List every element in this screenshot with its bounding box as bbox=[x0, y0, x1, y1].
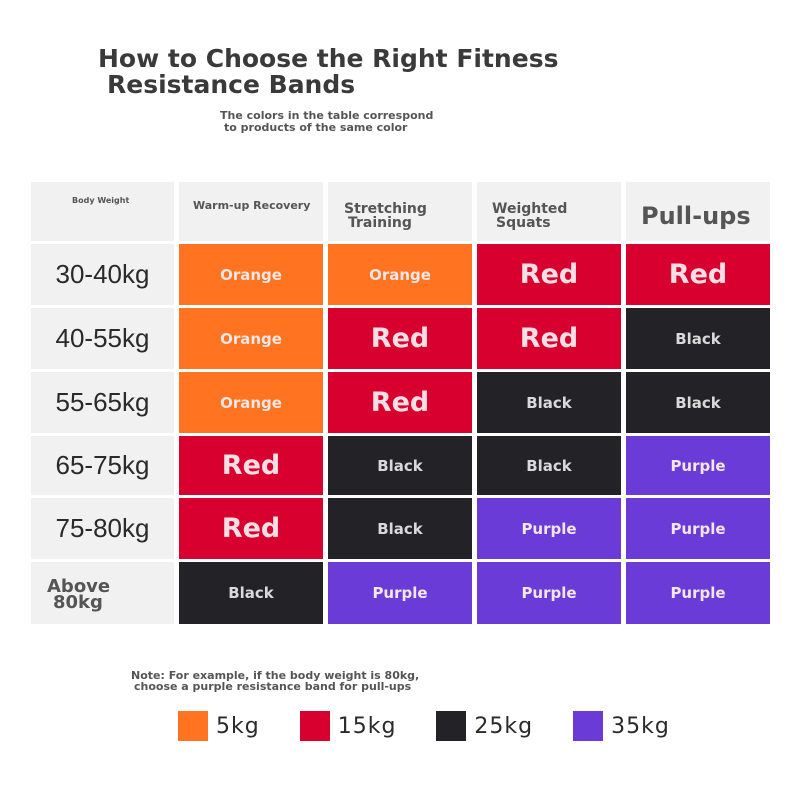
legend: 5kg 15kg 25kg 35kg bbox=[178, 711, 710, 741]
band-cell: Purple bbox=[626, 562, 770, 624]
band-cell: Orange bbox=[328, 244, 472, 305]
band-label: Purple bbox=[670, 456, 726, 475]
weight-cell: 75-80kg bbox=[31, 498, 174, 559]
header-warm-up-recovery: Warm-up Recovery bbox=[179, 182, 323, 241]
legend-label: 5kg bbox=[216, 713, 260, 739]
weight-cell: 55-65kg bbox=[31, 372, 174, 433]
band-cell: Red bbox=[179, 498, 323, 559]
header-label: Warm-up Recovery bbox=[193, 199, 311, 212]
header-label-line-2: Squats bbox=[496, 215, 551, 231]
legend-swatch bbox=[573, 711, 604, 741]
header-label-line-2: Training bbox=[348, 215, 412, 231]
band-label: Black bbox=[526, 393, 572, 412]
weight-cell: 65-75kg bbox=[31, 436, 174, 495]
subtitle-line-2: to products of the same color bbox=[224, 121, 408, 134]
header-label: Stretching bbox=[344, 201, 427, 217]
band-cell: Red bbox=[477, 308, 621, 369]
band-label: Purple bbox=[521, 584, 577, 602]
legend-item-35kg: 35kg bbox=[573, 711, 670, 741]
note-line-2: choose a purple resistance band for pull… bbox=[134, 680, 412, 693]
band-label: Purple bbox=[670, 584, 726, 602]
band-label: Black bbox=[228, 584, 274, 602]
title-line-2: Resistance Bands bbox=[107, 70, 356, 99]
band-cell: Black bbox=[328, 436, 472, 495]
band-cell: Purple bbox=[477, 498, 621, 559]
band-cell: Black bbox=[328, 498, 472, 559]
page-title: How to Choose the Right Fitness Resistan… bbox=[98, 46, 718, 98]
header-label: Body Weight bbox=[72, 196, 130, 205]
band-label: Orange bbox=[220, 329, 282, 348]
header-label: Pull-ups bbox=[641, 201, 751, 230]
band-cell: Black bbox=[626, 372, 770, 433]
weight-cell: 40-55kg bbox=[31, 308, 174, 369]
band-cell: Red bbox=[477, 244, 621, 305]
weight-cell: Above 80kg bbox=[31, 562, 174, 624]
band-label: Orange bbox=[220, 393, 282, 412]
band-cell: Purple bbox=[626, 436, 770, 495]
legend-item-5kg: 5kg bbox=[178, 711, 260, 741]
band-cell: Red bbox=[328, 372, 472, 433]
band-label: Orange bbox=[220, 265, 282, 284]
band-label: Purple bbox=[670, 519, 726, 538]
weight-label-line-2: 80kg bbox=[53, 592, 103, 613]
band-cell: Black bbox=[626, 308, 770, 369]
legend-label: 35kg bbox=[611, 713, 670, 739]
band-label: Red bbox=[221, 513, 281, 544]
subtitle-line-1: The colors in the table correspond bbox=[220, 109, 434, 122]
band-label: Orange bbox=[369, 265, 431, 284]
band-label: Red bbox=[519, 259, 579, 290]
band-label: Red bbox=[370, 387, 430, 418]
band-chart-table: Body Weight Warm-up Recovery Stretching … bbox=[31, 182, 770, 624]
band-label: Red bbox=[519, 323, 579, 354]
band-label: Purple bbox=[372, 584, 428, 602]
header-weighted-squats: Weighted Squats bbox=[477, 182, 621, 241]
band-label: Red bbox=[370, 323, 430, 354]
header-pull-ups: Pull-ups bbox=[626, 182, 770, 241]
weight-label: 75-80kg bbox=[55, 513, 150, 543]
band-label: Black bbox=[675, 393, 721, 412]
subtitle: The colors in the table correspond to pr… bbox=[220, 110, 580, 134]
legend-swatch bbox=[436, 711, 467, 741]
header-stretching-training: Stretching Training bbox=[328, 182, 472, 241]
legend-swatch bbox=[299, 711, 330, 741]
weight-label: 30-40kg bbox=[55, 259, 150, 289]
note-line-1: Note: For example, if the body weight is… bbox=[131, 669, 420, 682]
legend-label: 15kg bbox=[337, 713, 397, 739]
band-cell: Orange bbox=[179, 308, 323, 369]
band-cell: Orange bbox=[179, 372, 323, 433]
band-label: Black bbox=[526, 456, 572, 475]
title-line-1: How to Choose the Right Fitness bbox=[98, 44, 559, 73]
band-label: Black bbox=[675, 329, 721, 348]
band-cell: Red bbox=[328, 308, 472, 369]
weight-label: 65-75kg bbox=[55, 450, 150, 480]
header-label: Weighted bbox=[492, 201, 568, 217]
legend-label: 25kg bbox=[474, 713, 534, 739]
header-body-weight: Body Weight bbox=[31, 182, 174, 241]
legend-item-25kg: 25kg bbox=[436, 711, 533, 741]
weight-label: 40-55kg bbox=[55, 323, 150, 353]
band-cell: Purple bbox=[328, 562, 472, 624]
weight-cell: 30-40kg bbox=[31, 244, 174, 305]
band-cell: Orange bbox=[179, 244, 323, 305]
band-cell: Red bbox=[179, 436, 323, 495]
band-label: Purple bbox=[521, 519, 577, 538]
band-label: Red bbox=[221, 450, 281, 481]
band-cell: Black bbox=[477, 436, 621, 495]
legend-item-15kg: 15kg bbox=[299, 711, 397, 741]
band-cell: Black bbox=[477, 372, 621, 433]
band-label: Red bbox=[668, 259, 728, 290]
band-cell: Purple bbox=[477, 562, 621, 624]
band-label: Black bbox=[377, 519, 423, 538]
band-cell: Purple bbox=[626, 498, 770, 559]
weight-label: Above bbox=[47, 576, 111, 597]
note-text: Note: For example, if the body weight is… bbox=[131, 670, 531, 692]
band-cell: Red bbox=[626, 244, 770, 305]
weight-label: 55-65kg bbox=[55, 387, 150, 417]
band-cell: Black bbox=[179, 562, 323, 624]
legend-swatch bbox=[178, 711, 208, 741]
band-label: Black bbox=[377, 456, 423, 475]
